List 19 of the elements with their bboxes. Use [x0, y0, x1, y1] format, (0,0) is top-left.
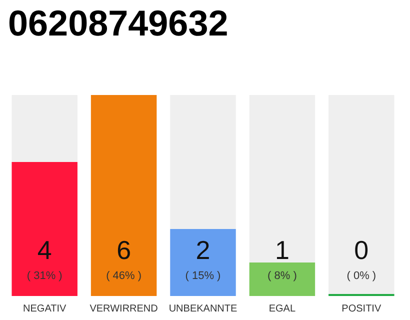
- data-label: 1 ( 8% ): [268, 235, 297, 282]
- x-tick-label: VERWIRREND: [90, 304, 158, 314]
- data-label: 6 ( 46% ): [106, 235, 142, 282]
- bar: [90, 95, 157, 296]
- bar: [170, 229, 236, 296]
- bar: [12, 162, 78, 296]
- data-label: 2 ( 15% ): [185, 235, 221, 282]
- x-tick-label: UNBEKANNTE: [168, 304, 238, 314]
- data-label: 0 ( 0% ): [346, 235, 376, 282]
- x-tick-label: POSITIV: [342, 304, 382, 314]
- x-tick-label: NEGATIV: [23, 304, 67, 314]
- bar: [12, 95, 78, 162]
- x-tick-label: EGAL: [268, 304, 296, 314]
- bar: [328, 95, 394, 296]
- bar: [249, 262, 316, 296]
- bar: [249, 95, 316, 262]
- chart-title: 06208749632: [8, 2, 228, 44]
- data-label: 4 ( 31% ): [26, 235, 62, 282]
- bar: [170, 95, 236, 229]
